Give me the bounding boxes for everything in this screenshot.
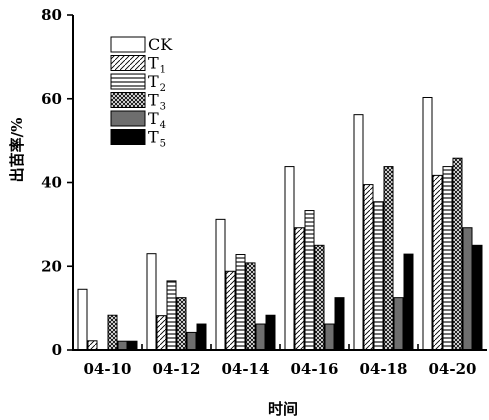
bar-t3-04-12 [176, 297, 187, 351]
bar-t1-04-20 [432, 174, 443, 351]
bar-t1-04-12 [156, 315, 167, 351]
legend-swatch-t3 [110, 92, 146, 108]
bar-ck-04-20 [422, 96, 433, 351]
bar-t1-04-16 [294, 227, 305, 351]
bar-ck-04-18 [353, 114, 364, 351]
bar-t2-04-12 [166, 280, 177, 351]
x-tick-label: 04-10 [84, 360, 132, 378]
bar-t1-04-14 [225, 270, 236, 351]
bar-t3-04-10 [107, 314, 118, 351]
y-tick-label: 80 [41, 6, 62, 24]
legend-swatch-t2 [110, 73, 146, 90]
bar-t5-04-18 [403, 253, 414, 351]
bar-t3-04-20 [452, 157, 463, 351]
bar-t3-04-14 [245, 262, 256, 351]
bar-t2-04-18 [373, 201, 384, 351]
legend-swatch-ck [110, 36, 146, 53]
x-tick-label: 04-18 [360, 360, 408, 378]
y-axis-title-group: 出苗率/% [8, 118, 26, 183]
y-tick-label: 60 [41, 90, 62, 108]
bar-t4-04-10 [117, 340, 128, 351]
bar-t4-04-18 [393, 297, 404, 351]
bar-t5-04-20 [472, 244, 483, 351]
bar-t4-04-16 [324, 323, 335, 351]
x-axis-ticks: 04-10 04-12 04-14 04-16 04-18 04-20 [84, 344, 477, 378]
x-axis-title: 时间 [268, 400, 298, 418]
bar-t2-04-16 [304, 210, 315, 351]
bar-t4-04-14 [255, 323, 266, 351]
legend-swatch-t5 [110, 129, 146, 145]
bar-t3-04-16 [314, 244, 325, 351]
bar-t5-04-14 [265, 314, 276, 351]
y-tick-label: 40 [41, 174, 62, 192]
bar-t3-04-18 [383, 166, 394, 351]
bar-t5-04-10 [127, 340, 138, 351]
bar-t4-04-20 [462, 227, 473, 351]
y-tick-label: 0 [52, 341, 62, 359]
legend-swatch-t1 [110, 55, 146, 71]
y-axis-ticks: 0 20 40 60 80 [41, 6, 73, 359]
bar-t5-04-16 [334, 297, 345, 351]
y-axis-title: 出苗率/% [8, 118, 26, 183]
x-tick-label: 04-16 [291, 360, 339, 378]
x-tick-label: 04-12 [153, 360, 201, 378]
y-tick-label: 20 [41, 257, 62, 275]
bar-t4-04-12 [186, 331, 197, 351]
bar-t2-04-20 [442, 166, 453, 351]
bar-ck-04-12 [146, 253, 157, 351]
bar-t2-04-14 [235, 254, 246, 351]
legend-swatch-t4 [110, 110, 146, 127]
x-tick-label: 04-20 [429, 360, 477, 378]
bar-t1-04-10 [87, 340, 98, 351]
axis-frame [72, 15, 487, 351]
bars-group [77, 96, 483, 351]
bar-ck-04-16 [284, 166, 295, 351]
x-tick-label: 04-14 [222, 360, 270, 378]
bar-ck-04-14 [215, 218, 226, 351]
bar-t1-04-18 [363, 184, 374, 351]
bar-ck-04-10 [77, 288, 88, 351]
bar-t5-04-12 [196, 323, 207, 351]
legend-label-ck: CK [148, 35, 173, 54]
